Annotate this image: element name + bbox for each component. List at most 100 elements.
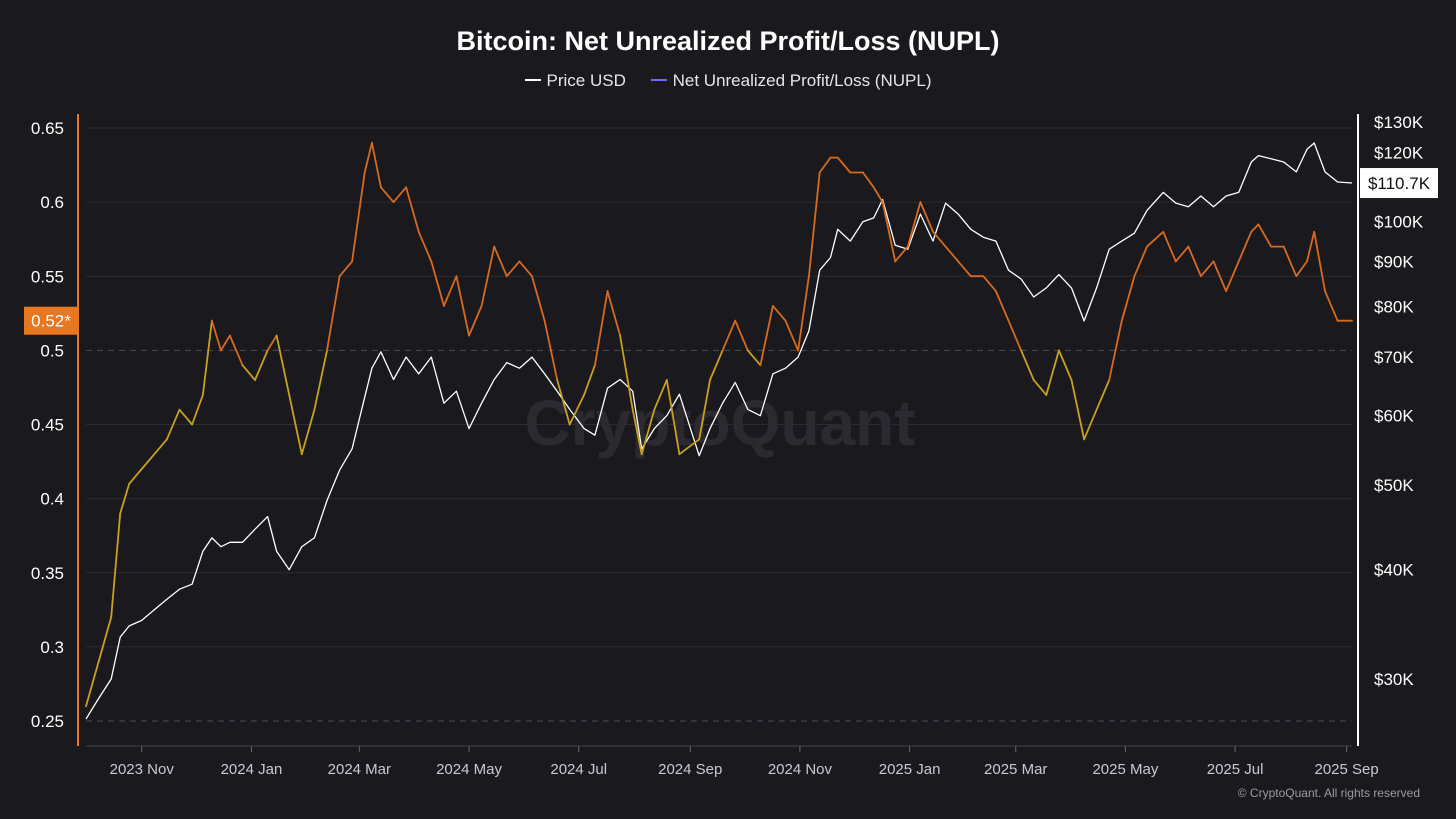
nupl-segment (326, 275, 341, 352)
nupl-segment (85, 660, 100, 708)
nupl-segment (1313, 230, 1326, 293)
nupl-segment (392, 186, 408, 204)
nupl-segment (906, 201, 922, 248)
x-tick-label: 2024 Nov (768, 761, 833, 778)
nupl-segment (1187, 245, 1202, 278)
nupl-segment (351, 171, 366, 263)
nupl-segment (759, 304, 774, 367)
nupl-segment (241, 364, 256, 381)
nupl-segment (698, 379, 711, 441)
x-tick-label: 2024 Sep (658, 761, 722, 778)
nupl-segment (363, 141, 373, 174)
nupl-segment (518, 260, 533, 278)
series-layer (85, 141, 1353, 720)
y-right-tick-label: $40K (1374, 561, 1414, 580)
nupl-segment (1146, 230, 1165, 248)
nupl-segment (505, 260, 521, 278)
nupl-segment (932, 230, 947, 248)
nupl-segment (1007, 319, 1022, 352)
nupl-segment (543, 319, 559, 381)
y-right-tick-label: $60K (1374, 407, 1414, 426)
y-left-tick-label: 0.25 (31, 712, 64, 731)
x-tick-label: 2024 Jan (221, 761, 283, 778)
copyright-text: © CryptoQuant. All rights reserved (1237, 786, 1420, 800)
legend-label-price: Price USD (546, 71, 626, 90)
y-right-tick-label: $50K (1374, 476, 1414, 495)
nupl-segment (944, 245, 960, 263)
nupl-segment (480, 245, 496, 307)
nupl-segment (1282, 245, 1298, 278)
nupl-segment (995, 290, 1010, 322)
y-left-tick-label: 0.5 (40, 341, 64, 360)
price-usd-line (85, 142, 1353, 720)
nupl-segment (1045, 349, 1060, 396)
nupl-segment (894, 245, 909, 263)
nupl-segment (338, 260, 354, 278)
nupl-segment (119, 482, 131, 515)
nupl-segment (872, 186, 884, 204)
nupl-segment (1095, 379, 1111, 411)
nupl-segment (219, 334, 231, 352)
legend-swatch-price (524, 78, 541, 81)
nupl-segment (1162, 230, 1177, 263)
nupl-segment (721, 319, 737, 352)
nupl-segment (153, 438, 168, 456)
nupl-segment (531, 275, 546, 322)
legend-item-nupl[interactable]: Net Unrealized Profit/Loss (NUPL) (650, 71, 932, 91)
nupl-segment (653, 379, 668, 411)
nupl-segment (379, 186, 395, 204)
y-right-tick-label: $100K (1374, 213, 1424, 232)
nupl-segment (1324, 290, 1339, 322)
nupl-segment (455, 275, 470, 337)
axis-layer: 0.65 0.6 0.55 0.5 0.45 0.4 0.35 0.3 0.25 2023 Nov… (24, 113, 1438, 778)
nupl-segment (468, 304, 483, 337)
y-left-tick-label: 0.55 (31, 267, 64, 286)
nupl-segment (1020, 349, 1035, 381)
nupl-segment (982, 275, 997, 293)
nupl-segment (881, 201, 897, 263)
x-tick-label: 2025 Jul (1207, 761, 1264, 778)
y-right-tick-label: $70K (1374, 348, 1414, 367)
y-left-tick-label: 0.65 (31, 119, 64, 138)
nupl-segment (430, 260, 445, 307)
nupl-segment (1108, 319, 1123, 381)
nupl-segment (1200, 260, 1215, 278)
nupl-segment (228, 334, 244, 367)
nupl-segment (619, 334, 634, 411)
x-tick-label: 2023 Nov (110, 761, 175, 778)
y-left-tick-label: 0.6 (40, 193, 64, 212)
legend-label-nupl: Net Unrealized Profit/Loss (NUPL) (672, 71, 932, 90)
grid-layer (86, 127, 1352, 722)
nupl-segment (254, 349, 269, 381)
nupl-segment (1212, 260, 1227, 293)
nupl-segment (631, 408, 643, 456)
nupl-segment (836, 156, 852, 174)
nupl-segment (1133, 245, 1148, 278)
nupl-segment (784, 319, 799, 352)
y-left-tick-label: 0.45 (31, 416, 64, 435)
nupl-segment (140, 453, 156, 470)
nupl-segment (313, 349, 328, 411)
nupl-segment (1237, 230, 1253, 263)
nupl-segment (178, 408, 194, 426)
nupl-segment (210, 319, 222, 352)
legend-swatch-nupl (650, 78, 667, 81)
nupl-segment (165, 408, 181, 441)
nupl-segment (405, 186, 420, 233)
nupl-segment (1174, 245, 1190, 263)
nupl-segment (678, 438, 701, 456)
nupl-segment (665, 379, 681, 456)
watermark: CryptoQuant (524, 387, 915, 459)
nupl-segment (201, 319, 213, 396)
nupl-segment (640, 408, 656, 456)
nupl-segment (97, 616, 113, 663)
price-current-label: $110.7K (1368, 174, 1431, 193)
nupl-segment (417, 230, 433, 263)
legend-item-price[interactable]: Price USD (524, 71, 626, 91)
nupl-segment (110, 512, 122, 619)
nupl-segment (594, 290, 609, 367)
nupl-segment (862, 171, 875, 189)
nupl-segment (1070, 379, 1085, 441)
nupl-segment (1225, 260, 1240, 293)
